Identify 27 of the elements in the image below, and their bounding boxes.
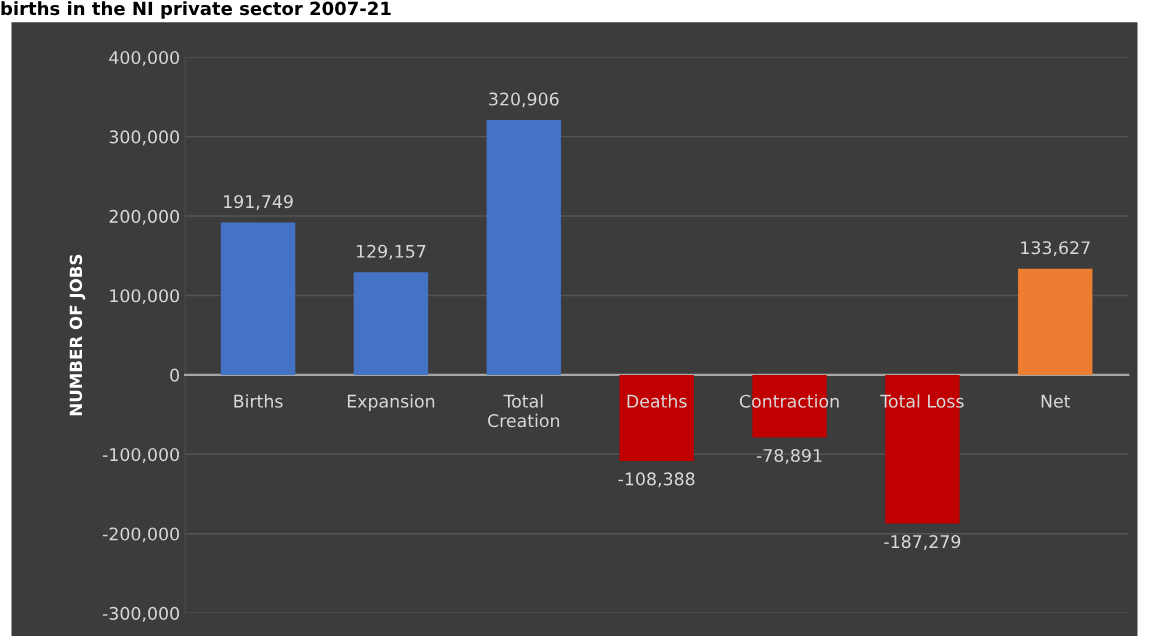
data-label: -187,279 xyxy=(884,535,961,550)
data-label: -78,891 xyxy=(756,448,822,464)
x-tick-label: Deaths xyxy=(627,394,687,408)
bar xyxy=(353,272,429,375)
x-tick-label: Total Creation xyxy=(488,394,560,428)
bar xyxy=(486,120,561,375)
y-tick-label: -200,000 xyxy=(102,527,179,543)
y-tick-label: 300,000 xyxy=(109,130,179,146)
x-tick-label: Births xyxy=(234,394,283,408)
y-tick-label: -300,000 xyxy=(102,606,179,622)
data-label: 133,627 xyxy=(1021,241,1090,257)
x-tick-label: Net xyxy=(1041,394,1071,408)
data-label: 129,157 xyxy=(356,244,426,260)
bar xyxy=(619,374,694,461)
data-label: -108,388 xyxy=(618,472,695,488)
y-axis-title: NUMBER OF JOBS xyxy=(69,254,86,416)
y-tick-label: 400,000 xyxy=(109,50,179,66)
x-tick-label: Expansion xyxy=(347,394,435,412)
y-tick-label: -100,000 xyxy=(102,448,179,463)
y-tick-label: 200,000 xyxy=(109,209,179,225)
y-tick-label: 0 xyxy=(170,368,179,382)
data-label: 320,906 xyxy=(489,92,559,108)
bar xyxy=(1018,268,1093,375)
data-label: 191,749 xyxy=(224,195,293,210)
bar xyxy=(220,222,296,375)
y-tick-label: 100,000 xyxy=(110,289,179,305)
chart-title: births in the NI private sector 2007-21 xyxy=(1,1,391,19)
